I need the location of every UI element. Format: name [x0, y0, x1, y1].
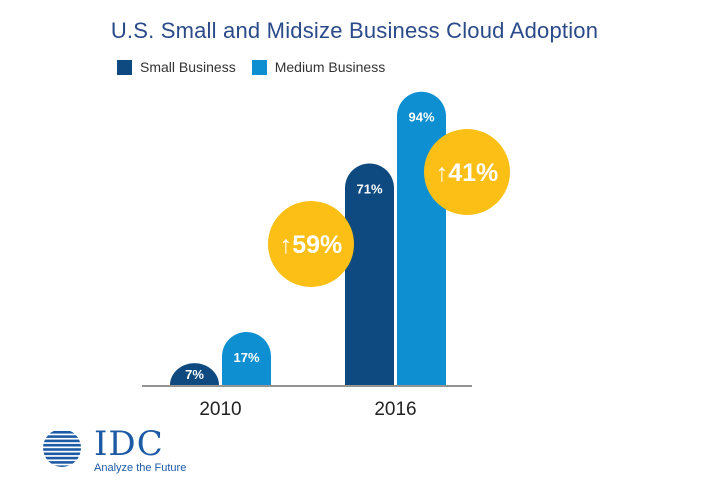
- x-tick-2016: 2016: [374, 399, 416, 420]
- chart-title: U.S. Small and Midsize Business Cloud Ad…: [110, 18, 599, 43]
- bar-medium-business-2010: [221, 331, 271, 385]
- bar-medium-business-2016: [397, 91, 446, 385]
- bar-label-small-business-2010: 7%: [185, 367, 204, 382]
- badges-group: ↑59% ↑41%: [268, 129, 510, 287]
- legend-label-medium: Medium Business: [274, 59, 386, 75]
- legend-label-small: Small Business: [140, 59, 236, 75]
- badge-text-1: ↑41%: [436, 159, 499, 187]
- globe-icon: [43, 431, 81, 467]
- badge-circle-1: [424, 129, 510, 215]
- bar-label-medium-business-2010: 17%: [233, 350, 259, 365]
- bar-label-medium-business-2016: 94%: [408, 110, 434, 125]
- bar-small-business-2016: [345, 163, 394, 385]
- x-tick-2010: 2010: [199, 399, 241, 420]
- badge-text-0: ↑59%: [280, 231, 343, 259]
- chart-legend: Small Business Medium Business: [117, 59, 401, 75]
- legend-item-medium-business: Medium Business: [251, 59, 386, 75]
- logo-tagline: Analyze the Future: [94, 462, 187, 474]
- legend-item-small-business: Small Business: [117, 59, 236, 75]
- x-axis-ticks: 2010 2016: [199, 399, 416, 420]
- badge-circle-0: [268, 201, 354, 287]
- bar-label-small-business-2016: 71%: [356, 181, 382, 196]
- bar-small-business-2010: [170, 363, 219, 385]
- legend-swatch-small: [117, 59, 132, 75]
- legend-swatch-medium: [251, 59, 267, 75]
- logo-brand: IDC: [94, 424, 164, 464]
- bars-group: 7% 17% 71% 94%: [170, 91, 446, 385]
- idc-logo: IDC Analyze the Future: [38, 424, 218, 478]
